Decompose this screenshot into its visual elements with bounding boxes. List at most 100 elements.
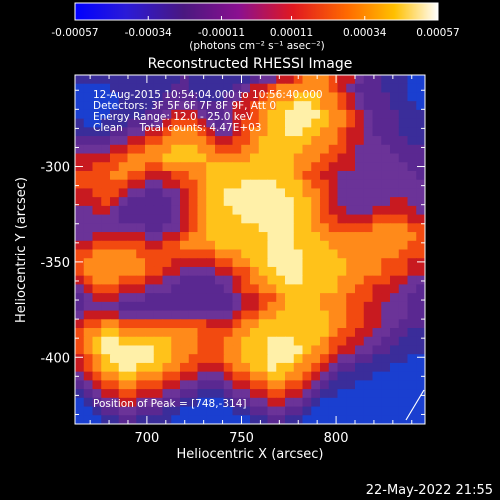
heatmap-cell — [276, 223, 286, 233]
heatmap-cell — [302, 362, 312, 373]
heatmap-cell — [83, 170, 94, 181]
heatmap-cell — [398, 75, 409, 85]
heatmap-cell — [346, 162, 356, 172]
heatmap-cell — [206, 284, 216, 294]
heatmap-cell — [398, 197, 409, 207]
heatmap-cell — [83, 258, 94, 268]
heatmap-cell — [232, 336, 242, 347]
heatmap-cell — [311, 223, 321, 233]
heatmap-cell — [171, 205, 181, 216]
heatmap-cell — [355, 249, 365, 259]
heatmap-cell — [101, 249, 111, 259]
heatmap-cell — [136, 214, 146, 224]
heatmap-cell — [381, 249, 391, 259]
heatmap-cell — [390, 162, 400, 172]
heatmap-cell — [101, 310, 111, 320]
heatmap-cell — [136, 354, 146, 364]
heatmap-cell — [285, 389, 295, 399]
heatmap-cell — [188, 371, 199, 381]
heatmap-cell — [416, 397, 425, 408]
chart-title: Reconstructed RHESSI Image — [148, 56, 353, 72]
heatmap-cell — [328, 136, 339, 146]
heatmap-cell — [328, 214, 339, 224]
heatmap-cell — [153, 75, 164, 85]
heatmap-cell — [92, 214, 102, 224]
heatmap-cell — [302, 275, 312, 285]
heatmap-cell — [267, 83, 277, 94]
heatmap-cell — [381, 284, 391, 294]
heatmap-cell — [276, 75, 286, 85]
heatmap-cell — [75, 345, 85, 355]
heatmap-cell — [285, 336, 295, 347]
heatmap-cell — [311, 118, 321, 128]
heatmap-cell — [276, 153, 286, 163]
heatmap-cell — [232, 136, 242, 146]
heatmap-cell — [241, 83, 251, 94]
heatmap-cell — [206, 275, 216, 285]
heatmap-cell — [232, 92, 242, 102]
heatmap-cell — [328, 179, 339, 190]
heatmap-cell — [197, 223, 207, 233]
heatmap-cell — [407, 310, 417, 320]
heatmap-cell — [267, 328, 277, 338]
heatmap-cell — [223, 345, 234, 355]
heatmap-cell — [92, 136, 102, 146]
heatmap-cell — [416, 310, 425, 320]
heatmap-cell — [416, 223, 425, 233]
heatmap-cell — [136, 275, 146, 285]
heatmap-cell — [398, 380, 409, 390]
heatmap-cell — [171, 266, 181, 277]
heatmap-cell — [101, 415, 111, 424]
heatmap-cell — [232, 162, 242, 172]
heatmap-cell — [162, 328, 172, 338]
heatmap-cell — [258, 197, 269, 207]
heatmap-cell — [258, 109, 269, 120]
heatmap-cell — [328, 144, 339, 155]
heatmap-cell — [363, 83, 374, 94]
heatmap-cell — [153, 266, 164, 277]
heatmap-cell — [145, 188, 155, 198]
heatmap-cell — [390, 240, 400, 251]
heatmap-cell — [232, 170, 242, 181]
heatmap-cell — [311, 197, 321, 207]
heatmap-cell — [276, 258, 286, 268]
heatmap-cell — [118, 328, 129, 338]
heatmap-cell — [171, 240, 181, 251]
heatmap-cell — [407, 223, 417, 233]
heatmap-cell — [390, 109, 400, 120]
heatmap-cell — [206, 249, 216, 259]
heatmap-cell — [180, 249, 190, 259]
heatmap-cell — [223, 118, 234, 128]
heatmap-cell — [311, 249, 321, 259]
heatmap-cell — [162, 362, 172, 373]
heatmap-cell — [285, 205, 295, 216]
heatmap-cell — [197, 415, 207, 424]
heatmap-cell — [162, 415, 172, 424]
heatmap-cell — [302, 197, 312, 207]
heatmap-cell — [180, 406, 190, 416]
heatmap-cell — [75, 188, 85, 198]
heatmap-cell — [241, 179, 251, 190]
heatmap-cell — [75, 301, 85, 312]
heatmap-cell — [127, 415, 137, 424]
heatmap-cell — [136, 389, 146, 399]
heatmap-cell — [320, 136, 330, 146]
heatmap-cell — [223, 310, 234, 320]
heatmap-cell — [416, 214, 425, 224]
heatmap-cell — [328, 101, 339, 111]
heatmap-cell — [250, 232, 260, 242]
heatmap-cell — [381, 118, 391, 128]
heatmap-cell — [92, 109, 102, 120]
heatmap-cell — [171, 127, 181, 137]
heatmap-cell — [188, 188, 199, 198]
heatmap-cell — [328, 389, 339, 399]
heatmap-cell — [285, 101, 295, 111]
heatmap-cell — [390, 301, 400, 312]
heatmap-cell — [223, 179, 234, 190]
heatmap-cell — [206, 406, 216, 416]
heatmap-cell — [180, 205, 190, 216]
heatmap-cell — [398, 336, 409, 347]
heatmap-cell — [145, 319, 155, 329]
heatmap-cell — [153, 319, 164, 329]
heatmap-cell — [118, 310, 129, 320]
